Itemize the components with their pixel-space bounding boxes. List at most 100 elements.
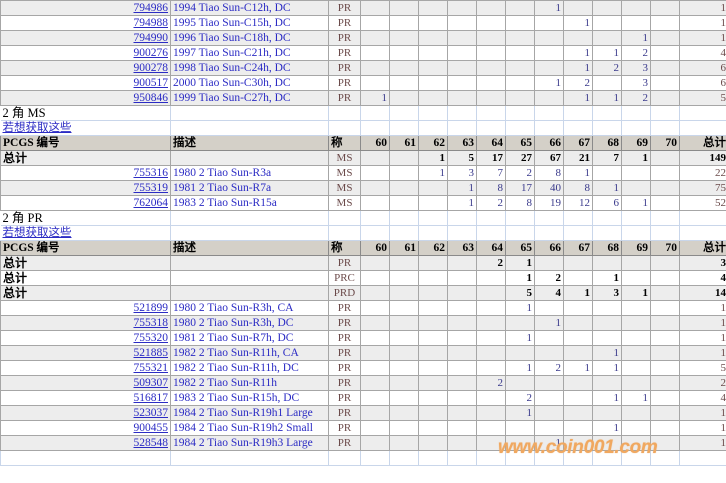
table-row[interactable]: 521885 1982 2 Tiao Sun-R11h, CA PR 1 1: [0, 345, 726, 361]
table-row[interactable]: 794990 1996 Tiao Sun-C18h, DC PR 1 1: [0, 30, 726, 46]
cell-pcgs-number[interactable]: 950846: [0, 90, 171, 106]
header-grade-65[interactable]: 65: [505, 135, 535, 151]
header-grade-62[interactable]: 62: [418, 135, 448, 151]
table-row[interactable]: 900278 1998 Tiao Sun-C24h, DC PR 1 2 3 6: [0, 60, 726, 76]
cell-pcgs-number[interactable]: 762064: [0, 195, 171, 211]
cell-pcgs-number[interactable]: 516817: [0, 390, 171, 406]
cell-pcgs-number[interactable]: 794988: [0, 15, 171, 31]
cell-description[interactable]: 1980 2 Tiao Sun-R3h, DC: [170, 315, 329, 331]
header-total[interactable]: 总计: [679, 240, 726, 256]
cell-pcgs-number[interactable]: 528548: [0, 435, 171, 451]
table-row-total[interactable]: 总计 PRD 5 4 1 3 1 14: [0, 285, 726, 301]
table-row[interactable]: 900455 1984 2 Tiao Sun-R19h2 Small PR 1 1: [0, 420, 726, 436]
header-grade-68[interactable]: 68: [592, 240, 622, 256]
table-row[interactable]: 521899 1980 2 Tiao Sun-R3h, CA PR 1 1: [0, 300, 726, 316]
cell-pcgs-number[interactable]: 900276: [0, 45, 171, 61]
cell-pcgs-number[interactable]: 755316: [0, 165, 171, 181]
cell-pcgs-number[interactable]: 900517: [0, 75, 171, 91]
cell-description[interactable]: 1982 2 Tiao Sun-R11h, DC: [170, 360, 329, 376]
cell-description[interactable]: 1994 Tiao Sun-C12h, DC: [170, 0, 329, 16]
header-pcgs-number[interactable]: PCGS 编号: [0, 240, 171, 256]
cell-pcgs-number[interactable]: 509307: [0, 375, 171, 391]
cell-description[interactable]: 1999 Tiao Sun-C27h, DC: [170, 90, 329, 106]
cell-description[interactable]: 1980 2 Tiao Sun-R3a: [170, 165, 329, 181]
header-grade-60[interactable]: 60: [360, 240, 390, 256]
table-row[interactable]: 762064 1983 2 Tiao Sun-R15a MS 1 2 8 19 12 6 1 52: [0, 195, 726, 211]
cell-description[interactable]: 1984 2 Tiao Sun-R19h1 Large: [170, 405, 329, 421]
header-grade-68[interactable]: 68: [592, 135, 622, 151]
cell-description[interactable]: 1998 Tiao Sun-C24h, DC: [170, 60, 329, 76]
cell-pcgs-number[interactable]: 总计: [0, 270, 171, 286]
cell-pcgs-number[interactable]: 900278: [0, 60, 171, 76]
table-row[interactable]: 755318 1980 2 Tiao Sun-R3h, DC PR 1 1: [0, 315, 726, 331]
cell-description[interactable]: 1997 Tiao Sun-C21h, DC: [170, 45, 329, 61]
header-grade-66[interactable]: 66: [534, 135, 564, 151]
table-row[interactable]: 950846 1999 Tiao Sun-C27h, DC PR 1 1 1 2 5: [0, 90, 726, 106]
table-row[interactable]: 755321 1982 2 Tiao Sun-R11h, DC PR 1 2 1 1 5: [0, 360, 726, 376]
header-grade-61[interactable]: 61: [389, 135, 419, 151]
cell-description[interactable]: [170, 150, 329, 166]
header-grade-61[interactable]: 61: [389, 240, 419, 256]
table-row[interactable]: 755319 1981 2 Tiao Sun-R7a MS 1 8 17 40 8 1 75: [0, 180, 726, 196]
header-grade-64[interactable]: 64: [476, 240, 506, 256]
cell-description[interactable]: 1983 2 Tiao Sun-R15h, DC: [170, 390, 329, 406]
cell-pcgs-number[interactable]: 523037: [0, 405, 171, 421]
cell-description[interactable]: [170, 255, 329, 271]
header-description[interactable]: 描述: [170, 135, 329, 151]
table-row[interactable]: 523037 1984 2 Tiao Sun-R19h1 Large PR 1 1: [0, 405, 726, 421]
cell-description[interactable]: 1984 2 Tiao Sun-R19h2 Small: [170, 420, 329, 436]
table-row[interactable]: 794988 1995 Tiao Sun-C15h, DC PR 1 1: [0, 15, 726, 31]
header-pcgs-number[interactable]: PCGS 编号: [0, 135, 171, 151]
cell-description[interactable]: [170, 285, 329, 301]
header-grade-63[interactable]: 63: [447, 240, 477, 256]
table-row[interactable]: 755316 1980 2 Tiao Sun-R3a MS 1 3 7 2 8 1 22: [0, 165, 726, 181]
table-row[interactable]: 900276 1997 Tiao Sun-C21h, DC PR 1 1 2 4: [0, 45, 726, 61]
cell-description[interactable]: 1981 2 Tiao Sun-R7h, DC: [170, 330, 329, 346]
cell-pcgs-number[interactable]: 总计: [0, 150, 171, 166]
header-grade-63[interactable]: 63: [447, 135, 477, 151]
cell-description[interactable]: 1996 Tiao Sun-C18h, DC: [170, 30, 329, 46]
header-description[interactable]: 描述: [170, 240, 329, 256]
table-row[interactable]: 528548 1984 2 Tiao Sun-R19h3 Large PR 1 1: [0, 435, 726, 451]
table-row-total[interactable]: 总计 MS 1 5 17 27 67 21 7 1 149: [0, 150, 726, 166]
cell-description[interactable]: 1981 2 Tiao Sun-R7a: [170, 180, 329, 196]
header-grade-name[interactable]: 称: [328, 135, 361, 151]
header-grade-69[interactable]: 69: [621, 135, 651, 151]
table-row-total[interactable]: 总计 PR 2 1 3: [0, 255, 726, 271]
cell-pcgs-number[interactable]: 总计: [0, 255, 171, 271]
cell-description[interactable]: 2000 Tiao Sun-C30h, DC: [170, 75, 329, 91]
cell-description[interactable]: 1982 2 Tiao Sun-R11h, CA: [170, 345, 329, 361]
table-row[interactable]: 794986 1994 Tiao Sun-C12h, DC PR 1 1: [0, 0, 726, 16]
header-grade-69[interactable]: 69: [621, 240, 651, 256]
request-link[interactable]: 若想获取这些: [2, 227, 72, 239]
header-grade-name[interactable]: 称: [328, 240, 361, 256]
cell-description[interactable]: 1984 2 Tiao Sun-R19h3 Large: [170, 435, 329, 451]
header-grade-65[interactable]: 65: [505, 240, 535, 256]
header-grade-70[interactable]: 70: [650, 135, 680, 151]
cell-pcgs-number[interactable]: 794986: [0, 0, 171, 16]
cell-description[interactable]: 1983 2 Tiao Sun-R15a: [170, 195, 329, 211]
cell-pcgs-number[interactable]: 755321: [0, 360, 171, 376]
cell-pcgs-number[interactable]: 521899: [0, 300, 171, 316]
table-row[interactable]: 900517 2000 Tiao Sun-C30h, DC PR 1 2 3 6: [0, 75, 726, 91]
cell-pcgs-number[interactable]: 521885: [0, 345, 171, 361]
table-row[interactable]: 509307 1982 2 Tiao Sun-R11h PR 2 2: [0, 375, 726, 391]
header-grade-64[interactable]: 64: [476, 135, 506, 151]
header-grade-67[interactable]: 67: [563, 135, 593, 151]
header-grade-70[interactable]: 70: [650, 240, 680, 256]
request-link[interactable]: 若想获取这些: [2, 122, 72, 134]
table-row[interactable]: 516817 1983 2 Tiao Sun-R15h, DC PR 2 1 1 4: [0, 390, 726, 406]
header-grade-60[interactable]: 60: [360, 135, 390, 151]
cell-pcgs-number[interactable]: 755318: [0, 315, 171, 331]
cell-description[interactable]: [170, 270, 329, 286]
header-grade-66[interactable]: 66: [534, 240, 564, 256]
header-grade-62[interactable]: 62: [418, 240, 448, 256]
cell-pcgs-number[interactable]: 总计: [0, 285, 171, 301]
cell-pcgs-number[interactable]: 900455: [0, 420, 171, 436]
header-total[interactable]: 总计: [679, 135, 726, 151]
table-row[interactable]: 755320 1981 2 Tiao Sun-R7h, DC PR 1 1: [0, 330, 726, 346]
table-row-total[interactable]: 总计 PRC 1 2 1 4: [0, 270, 726, 286]
cell-description[interactable]: 1995 Tiao Sun-C15h, DC: [170, 15, 329, 31]
cell-pcgs-number[interactable]: 755319: [0, 180, 171, 196]
cell-pcgs-number[interactable]: 755320: [0, 330, 171, 346]
